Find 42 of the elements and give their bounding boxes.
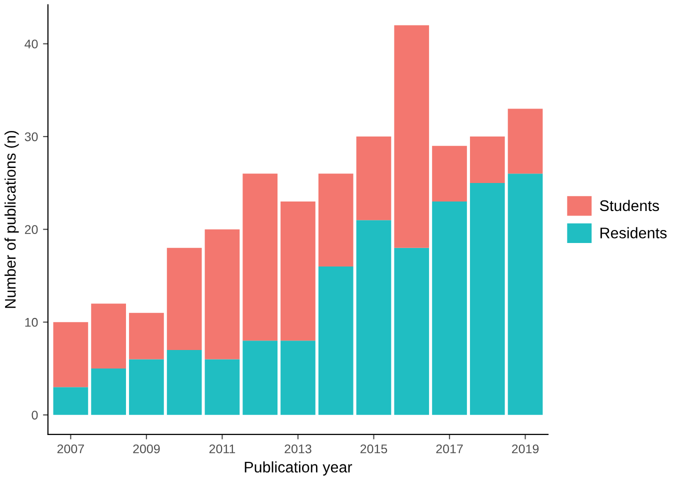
x-tick-label: 2015 bbox=[360, 444, 388, 454]
bar bbox=[129, 312, 164, 360]
bar bbox=[356, 220, 392, 415]
x-tick-label: 2013 bbox=[284, 444, 312, 454]
bar bbox=[91, 368, 126, 415]
y-tick-label: 20 bbox=[24, 225, 38, 234]
bar bbox=[318, 174, 354, 266]
bar bbox=[280, 202, 316, 341]
x-axis-title: Publication year bbox=[244, 461, 352, 476]
y-tick-label: 30 bbox=[24, 132, 38, 142]
x-tick-label: 2019 bbox=[512, 444, 539, 454]
bar bbox=[204, 229, 240, 360]
bar bbox=[53, 322, 88, 388]
bar bbox=[129, 359, 164, 415]
bar bbox=[242, 174, 278, 341]
bar bbox=[394, 25, 430, 248]
y-axis-title: Number of publications (n) bbox=[4, 130, 19, 308]
bar bbox=[470, 136, 505, 183]
bar bbox=[91, 304, 126, 369]
y-tick-label: 10 bbox=[25, 318, 38, 327]
x-tick-label: 2011 bbox=[209, 444, 236, 454]
bar bbox=[356, 136, 392, 220]
x-tick-label: 2007 bbox=[57, 444, 84, 454]
x-tick-label: 2017 bbox=[436, 444, 463, 454]
bar bbox=[432, 146, 467, 202]
bar bbox=[166, 350, 202, 415]
bar bbox=[432, 202, 467, 415]
legend-label: Residents bbox=[600, 227, 667, 238]
bar bbox=[53, 387, 88, 415]
bar bbox=[318, 266, 354, 415]
bar bbox=[394, 248, 430, 415]
bar bbox=[204, 359, 240, 415]
bar bbox=[166, 248, 202, 350]
legend-label: Students bbox=[600, 200, 660, 212]
y-tick-label: 40 bbox=[24, 40, 38, 48]
bar bbox=[242, 340, 278, 415]
y-tick-label: 0 bbox=[32, 410, 38, 420]
bar bbox=[508, 174, 543, 415]
bar bbox=[280, 340, 316, 415]
x-tick-label: 2009 bbox=[133, 444, 160, 454]
bar bbox=[470, 182, 505, 415]
bar bbox=[508, 108, 543, 174]
